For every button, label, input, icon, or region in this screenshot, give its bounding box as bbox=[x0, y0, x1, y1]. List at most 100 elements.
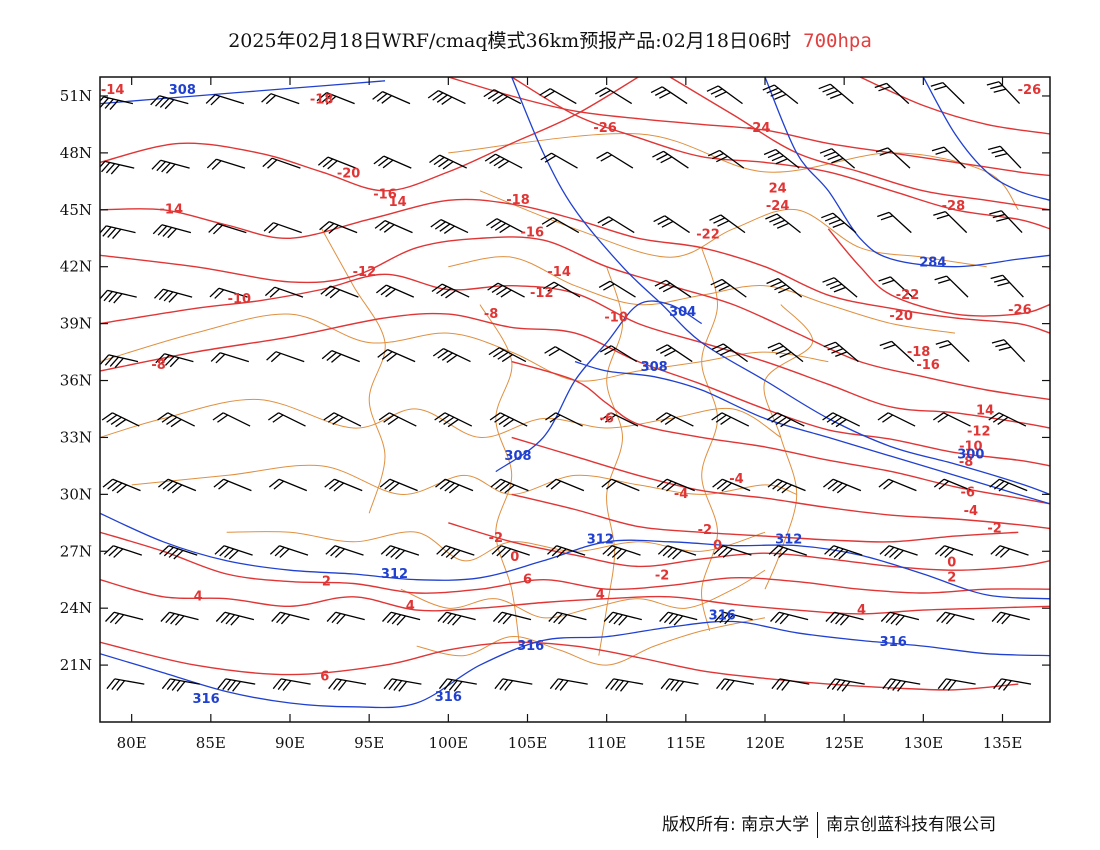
border-line bbox=[598, 266, 624, 656]
isotherm-line bbox=[100, 77, 639, 192]
isotherm-line bbox=[669, 77, 1050, 211]
wind-barb bbox=[491, 545, 530, 558]
x-tick-label: 115E bbox=[666, 734, 706, 752]
border-line bbox=[416, 617, 766, 666]
wind-barb bbox=[933, 210, 968, 234]
wind-barb bbox=[486, 218, 524, 234]
isotherm-line bbox=[827, 228, 1050, 317]
isotherm-line bbox=[100, 579, 1050, 615]
temperature-label: -24 bbox=[766, 199, 790, 214]
plot-frame bbox=[99, 76, 1051, 723]
wind-barb bbox=[158, 478, 197, 494]
border-line bbox=[400, 569, 766, 619]
height-label: 284 bbox=[919, 256, 946, 271]
contour-labels: -14-18-20-1614-14-12-10-8-18-16-14-12-10… bbox=[101, 83, 1041, 707]
temperature-label: 2 bbox=[947, 571, 956, 586]
x-tick-label: 105E bbox=[508, 734, 548, 752]
wind-barb bbox=[317, 156, 357, 170]
temperature-label: 14 bbox=[389, 195, 407, 210]
wind-barb bbox=[208, 223, 247, 235]
wind-barb bbox=[263, 222, 302, 234]
border-line bbox=[763, 304, 814, 590]
y-tick-label: 42N bbox=[60, 258, 92, 276]
temperature-label: -2 bbox=[655, 569, 669, 584]
x-tick-label: 95E bbox=[354, 734, 384, 752]
x-tick-label: 85E bbox=[196, 734, 226, 752]
title-text: 2025年02月18日WRF/cmaq模式36km预报产品:02月18日06时 bbox=[228, 30, 792, 52]
wind-barb bbox=[707, 149, 745, 169]
wind-barb bbox=[372, 91, 411, 105]
temperature-label: -10 bbox=[604, 311, 628, 326]
wind-barb bbox=[430, 219, 469, 234]
wind-barb bbox=[546, 478, 585, 492]
x-tick-label: 110E bbox=[587, 734, 627, 752]
temperature-label: -12 bbox=[967, 425, 991, 440]
temperature-label: -4 bbox=[729, 472, 743, 487]
wind-barb bbox=[990, 545, 1029, 558]
wind-barb bbox=[152, 224, 192, 239]
wind-barb bbox=[654, 279, 692, 298]
wind-barb bbox=[541, 217, 580, 234]
wind-barb bbox=[320, 285, 359, 299]
wind-barb bbox=[767, 342, 804, 363]
temperature-label: 14 bbox=[976, 404, 994, 419]
height-label: 316 bbox=[880, 635, 907, 650]
wind-barb bbox=[819, 148, 856, 169]
temperature-label: -18 bbox=[506, 193, 530, 208]
temperature-label: -16 bbox=[521, 225, 545, 240]
wind-barb bbox=[103, 545, 143, 558]
province-borders bbox=[100, 133, 1019, 666]
wind-barb bbox=[932, 412, 971, 427]
wind-barb bbox=[266, 351, 305, 363]
wind-barb bbox=[321, 350, 360, 363]
wind-barb bbox=[600, 345, 638, 363]
temperature-label: -22 bbox=[896, 288, 920, 303]
wind-barb bbox=[492, 611, 532, 625]
temperature-label: 2 bbox=[322, 574, 331, 589]
wind-barb bbox=[659, 611, 698, 626]
temperature-label: -2 bbox=[489, 531, 503, 546]
wind-barb bbox=[877, 211, 912, 234]
temperature-label: 0 bbox=[947, 555, 956, 570]
height-label: 316 bbox=[435, 690, 462, 705]
wind-barb bbox=[765, 213, 801, 234]
wind-barb bbox=[215, 611, 255, 626]
height-label: 316 bbox=[709, 609, 736, 624]
wind-barb bbox=[262, 157, 301, 169]
wind-barb bbox=[100, 225, 136, 240]
temperature-label: 0 bbox=[713, 538, 722, 553]
temperature-label: -26 bbox=[1008, 303, 1032, 318]
wind-barb bbox=[598, 280, 636, 298]
wind-barb bbox=[935, 339, 970, 363]
temperature-label: 6 bbox=[523, 573, 532, 588]
wind-barb bbox=[261, 93, 300, 105]
y-tick-label: 51N bbox=[60, 87, 92, 105]
isotherm-line bbox=[448, 522, 1050, 571]
temperature-label: 24 bbox=[769, 182, 787, 197]
wind-barb bbox=[100, 160, 135, 175]
y-tick-label: 24N bbox=[60, 599, 92, 617]
height-label: 308 bbox=[504, 449, 531, 464]
temperature-label: -18 bbox=[310, 93, 334, 108]
wind-barb bbox=[436, 545, 475, 560]
wind-barb bbox=[771, 678, 810, 691]
wind-barb bbox=[427, 90, 466, 105]
wind-barb bbox=[656, 478, 695, 492]
border-line bbox=[479, 304, 521, 647]
wind-barb bbox=[214, 545, 253, 560]
wind-barb bbox=[548, 611, 587, 625]
isotherm-line bbox=[100, 273, 1050, 429]
wind-barb bbox=[706, 85, 743, 105]
wind-barb bbox=[824, 545, 863, 560]
wind-barb bbox=[100, 354, 139, 369]
wind-barb bbox=[484, 153, 523, 169]
wind-barb bbox=[438, 678, 477, 692]
copyright-credit: 版权所有: 南京大学 南京创蓝科技有限公司 bbox=[662, 810, 996, 838]
geopotential-height-contours bbox=[100, 77, 1050, 709]
wind-barb bbox=[878, 276, 914, 298]
temperature-label: 6 bbox=[320, 669, 329, 684]
wind-barb bbox=[328, 678, 367, 691]
wind-barb bbox=[934, 275, 969, 298]
y-tick-label: 21N bbox=[60, 656, 92, 674]
wind-barb bbox=[269, 545, 309, 558]
